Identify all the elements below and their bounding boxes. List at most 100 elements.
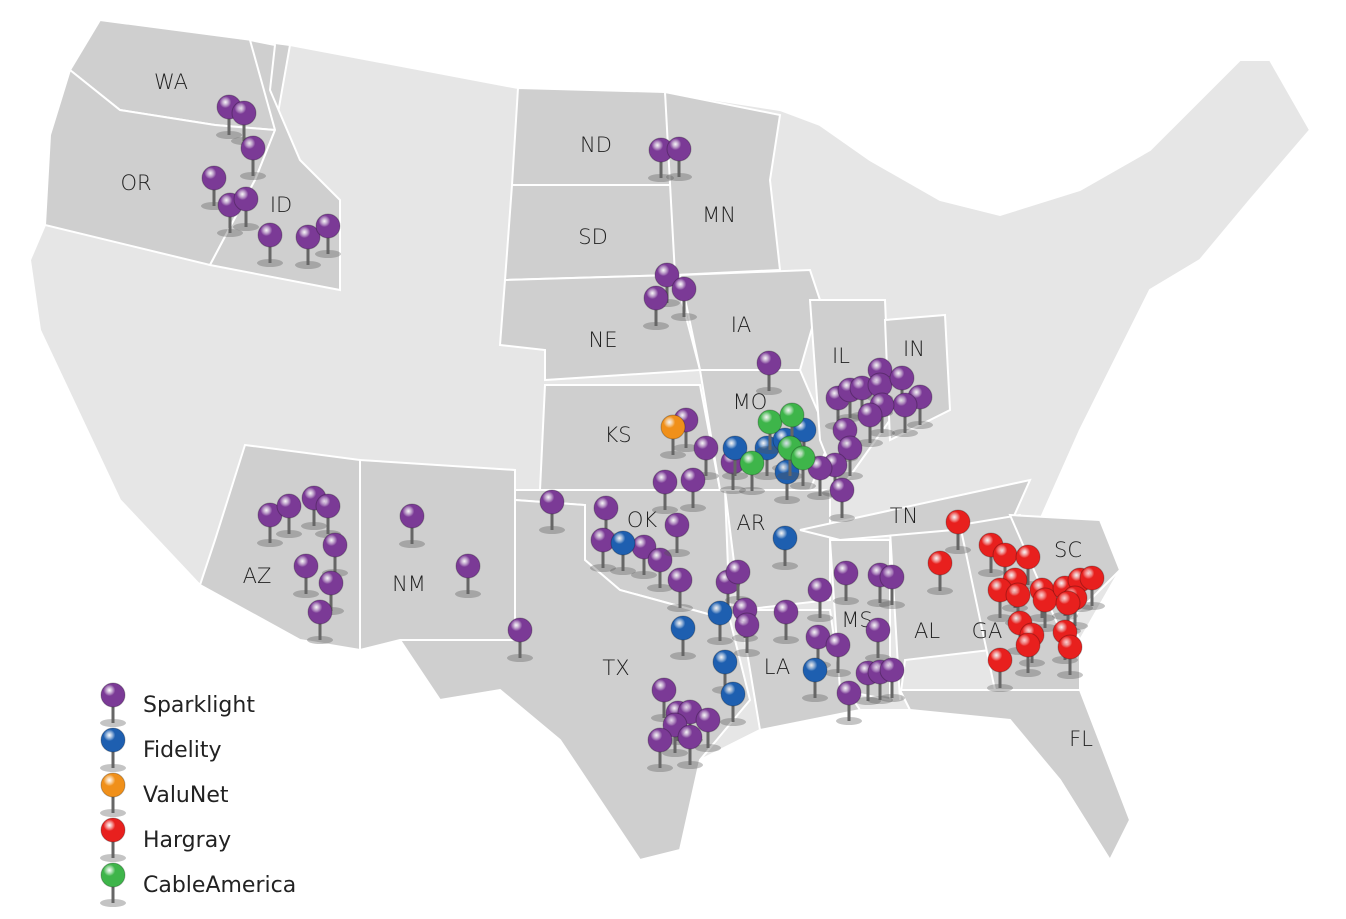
location-pin <box>677 724 703 769</box>
state-label: WA <box>154 70 188 94</box>
pin-head <box>670 615 696 641</box>
state-label: NM <box>392 572 426 596</box>
location-pin <box>756 350 782 395</box>
pin-head <box>100 682 126 708</box>
location-pin <box>233 186 259 231</box>
pin-head <box>725 559 751 585</box>
location-pin <box>945 509 971 554</box>
location-pin <box>399 503 425 548</box>
location-pin <box>662 712 688 757</box>
location-pin <box>315 213 341 258</box>
pin-head <box>671 276 697 302</box>
pin-head <box>825 632 851 658</box>
location-pin <box>647 547 673 592</box>
pin-head <box>593 495 619 521</box>
pin-head <box>722 435 748 461</box>
pin-head <box>295 224 321 250</box>
state-label: OK <box>627 508 658 532</box>
location-pin <box>670 615 696 660</box>
pin-head <box>757 409 783 435</box>
pin-head <box>720 681 746 707</box>
pin-head <box>774 459 800 485</box>
pin-head <box>231 100 257 126</box>
pin-head <box>739 450 765 476</box>
pin-head <box>1055 590 1081 616</box>
pin-head <box>647 547 673 573</box>
location-pin <box>836 680 862 725</box>
pin-head <box>307 599 333 625</box>
location-pin <box>773 599 799 644</box>
location-pin <box>671 276 697 321</box>
pin-head <box>680 467 706 493</box>
state-label: NE <box>589 328 618 352</box>
location-pin <box>201 165 227 210</box>
served-states <box>43 18 1132 863</box>
state-label: SC <box>1054 538 1082 562</box>
pin-head <box>100 862 126 888</box>
pin-head <box>1057 634 1083 660</box>
pin-head <box>1015 632 1041 658</box>
state-label: FL <box>1069 727 1093 751</box>
location-pin <box>100 682 126 727</box>
state-label: MO <box>733 390 768 414</box>
location-pin <box>802 657 828 702</box>
pin-head <box>829 477 855 503</box>
pin-head <box>322 532 348 558</box>
location-pin <box>100 772 126 817</box>
pin-head <box>712 649 738 675</box>
location-pin <box>100 862 126 907</box>
pin-head <box>790 445 816 471</box>
pin-head <box>652 469 678 495</box>
pin-head <box>857 402 883 428</box>
location-pin <box>987 577 1013 622</box>
pin-head <box>100 727 126 753</box>
pin-head <box>654 262 680 288</box>
state-label: MN <box>702 203 736 227</box>
pin-head <box>660 414 686 440</box>
location-pin <box>455 553 481 598</box>
state-label: ND <box>580 133 612 157</box>
pin-head <box>734 612 760 638</box>
state-label: IA <box>731 313 752 337</box>
location-pin <box>100 817 126 862</box>
location-pin <box>1015 632 1041 677</box>
location-pin <box>647 727 673 772</box>
location-pin <box>865 617 891 662</box>
pin-head <box>667 567 693 593</box>
pin-head <box>647 727 673 753</box>
location-pin <box>652 469 678 514</box>
location-pin <box>631 534 657 579</box>
location-pin <box>257 502 283 547</box>
pin-head <box>318 570 344 596</box>
legend-label: CableAmerica <box>143 873 296 898</box>
location-pin <box>807 577 833 622</box>
location-pin <box>295 224 321 269</box>
pin-head <box>100 817 126 843</box>
pin-head <box>257 222 283 248</box>
pin-head <box>772 525 798 551</box>
location-pin <box>507 617 533 662</box>
pin-head <box>836 680 862 706</box>
location-pin <box>1079 565 1105 610</box>
location-pin <box>100 727 126 772</box>
state-label: AL <box>914 619 940 643</box>
pin-head <box>643 285 669 311</box>
state-label: AR <box>737 511 766 535</box>
pin-head <box>1015 544 1041 570</box>
pin-head <box>779 402 805 428</box>
pin-head <box>100 772 126 798</box>
location-pin <box>927 550 953 595</box>
pin-head <box>399 503 425 529</box>
pin-head <box>233 186 259 212</box>
location-pin <box>739 450 765 495</box>
pin-head <box>865 617 891 643</box>
location-pin <box>734 612 760 657</box>
location-pin <box>695 707 721 752</box>
location-pin <box>610 530 636 575</box>
legend-label: Fidelity <box>143 738 222 763</box>
pin-head <box>837 435 863 461</box>
pin-head <box>507 617 533 643</box>
pin-head <box>802 657 828 683</box>
state-label: LA <box>764 655 791 679</box>
location-pin <box>707 600 733 645</box>
